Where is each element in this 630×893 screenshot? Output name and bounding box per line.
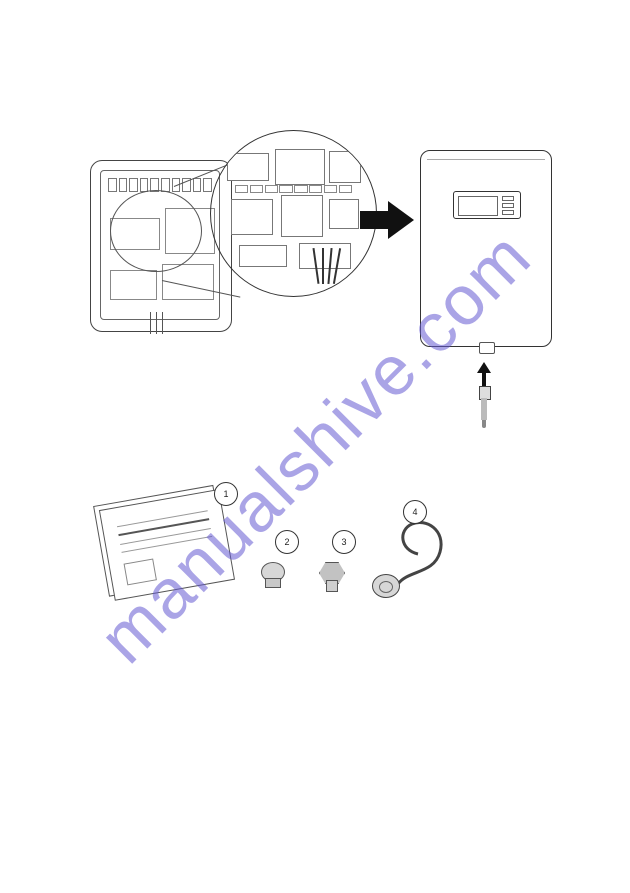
sensor-probe [479, 386, 489, 426]
cable-gland-hex [316, 558, 346, 590]
instruction-booklet [93, 485, 227, 594]
cable-gland-dome [258, 560, 286, 588]
component-label-3: 3 [332, 530, 356, 554]
cable-with-connector [368, 510, 468, 610]
wire-bundle [313, 248, 343, 284]
callout-source-ring [110, 190, 202, 272]
component-label-4: 4 [403, 500, 427, 524]
arrow-up-icon [477, 362, 491, 373]
wiring-zoom-detail [210, 130, 377, 297]
component-label-1: 1 [214, 482, 238, 506]
controller-closed-box [420, 150, 552, 347]
bottom-cable-gland [479, 342, 495, 354]
manual-page: manualshive.com [0, 0, 630, 893]
display-window [453, 191, 521, 219]
component-label-2: 2 [275, 530, 299, 554]
